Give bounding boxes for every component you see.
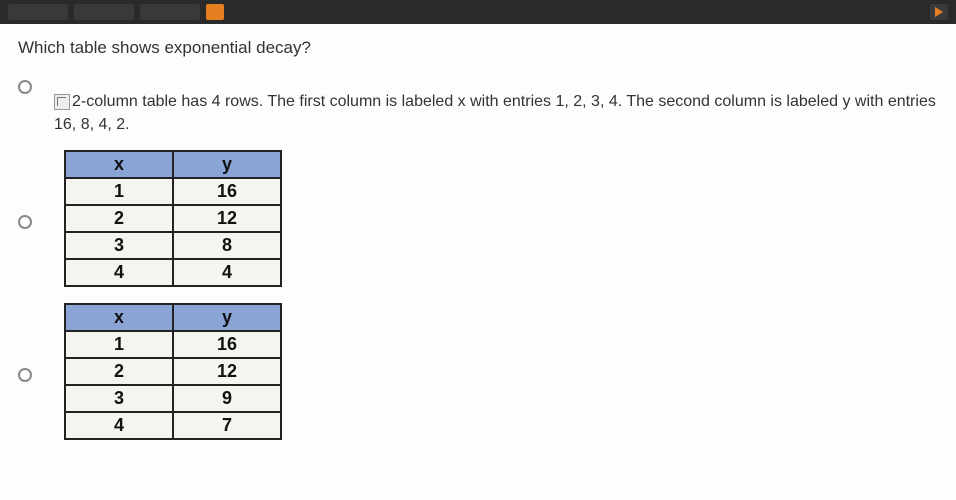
cell: 4: [65, 412, 173, 439]
data-table-3: x y 1 16 2 12 3 9 4 7: [64, 303, 282, 440]
cell: 3: [65, 385, 173, 412]
table-row: 1 16: [65, 331, 281, 358]
cell: 7: [173, 412, 281, 439]
cell: 2: [65, 358, 173, 385]
table-row: 4 7: [65, 412, 281, 439]
cell: 1: [65, 331, 173, 358]
cell: 12: [173, 358, 281, 385]
cell: 16: [173, 331, 281, 358]
toolbar-tab-active[interactable]: [206, 4, 224, 20]
data-table-2: x y 1 16 2 12 3 8 4 4: [64, 150, 282, 287]
toolbar-tab[interactable]: [74, 4, 134, 20]
toolbar-tab[interactable]: [140, 4, 200, 20]
play-button[interactable]: [930, 4, 948, 20]
cell: 3: [65, 232, 173, 259]
radio-unselected[interactable]: [18, 368, 32, 382]
table-row: 3 8: [65, 232, 281, 259]
cell: 12: [173, 205, 281, 232]
question-text: Which table shows exponential decay?: [18, 38, 938, 58]
cell: 4: [65, 259, 173, 286]
broken-image-icon: [54, 94, 70, 110]
table-row: 2 12: [65, 205, 281, 232]
toolbar-tab[interactable]: [8, 4, 68, 20]
table-row: 1 16: [65, 178, 281, 205]
top-toolbar: [0, 0, 956, 24]
col-header-y: y: [173, 151, 281, 178]
table-row: 4 4: [65, 259, 281, 286]
play-icon: [935, 7, 943, 17]
cell: 9: [173, 385, 281, 412]
table-row: 3 9: [65, 385, 281, 412]
cell: 8: [173, 232, 281, 259]
cell: 4: [173, 259, 281, 286]
table-row: 2 12: [65, 358, 281, 385]
radio-unselected[interactable]: [18, 80, 32, 94]
col-header-y: y: [173, 304, 281, 331]
option-1-description: 2-column table has 4 rows. The first col…: [54, 90, 938, 136]
col-header-x: x: [65, 304, 173, 331]
answer-option-2[interactable]: x y 1 16 2 12 3 8 4 4: [18, 146, 938, 297]
col-header-x: x: [65, 151, 173, 178]
answer-option-3[interactable]: x y 1 16 2 12 3 9 4 7: [18, 299, 938, 450]
cell: 16: [173, 178, 281, 205]
radio-unselected[interactable]: [18, 215, 32, 229]
question-page: Which table shows exponential decay? 2-c…: [0, 24, 956, 500]
cell: 2: [65, 205, 173, 232]
cell: 1: [65, 178, 173, 205]
